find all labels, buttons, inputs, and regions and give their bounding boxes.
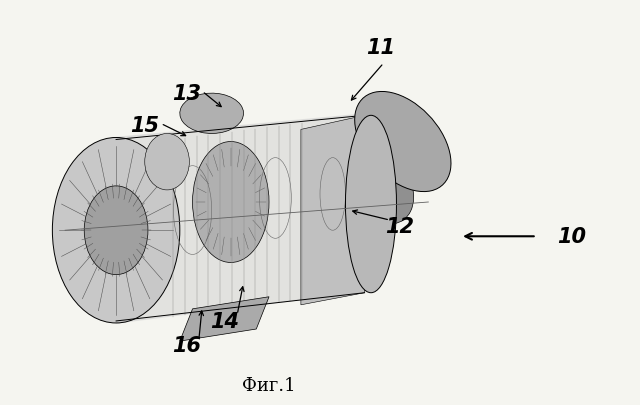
Text: 10: 10 (557, 227, 586, 247)
Ellipse shape (354, 153, 413, 224)
Text: 15: 15 (131, 116, 159, 136)
Ellipse shape (180, 94, 244, 134)
Ellipse shape (145, 134, 189, 190)
Text: 12: 12 (385, 217, 414, 237)
Ellipse shape (346, 116, 396, 293)
Ellipse shape (84, 186, 148, 275)
Polygon shape (116, 114, 371, 323)
Text: Фиг.1: Фиг.1 (242, 377, 296, 394)
Text: 11: 11 (366, 38, 395, 58)
Text: 14: 14 (210, 311, 239, 331)
Ellipse shape (355, 92, 451, 192)
Polygon shape (180, 297, 269, 341)
Ellipse shape (52, 138, 180, 323)
Ellipse shape (193, 142, 269, 263)
Text: 16: 16 (172, 335, 201, 355)
Polygon shape (301, 116, 365, 305)
Text: 13: 13 (172, 84, 201, 104)
